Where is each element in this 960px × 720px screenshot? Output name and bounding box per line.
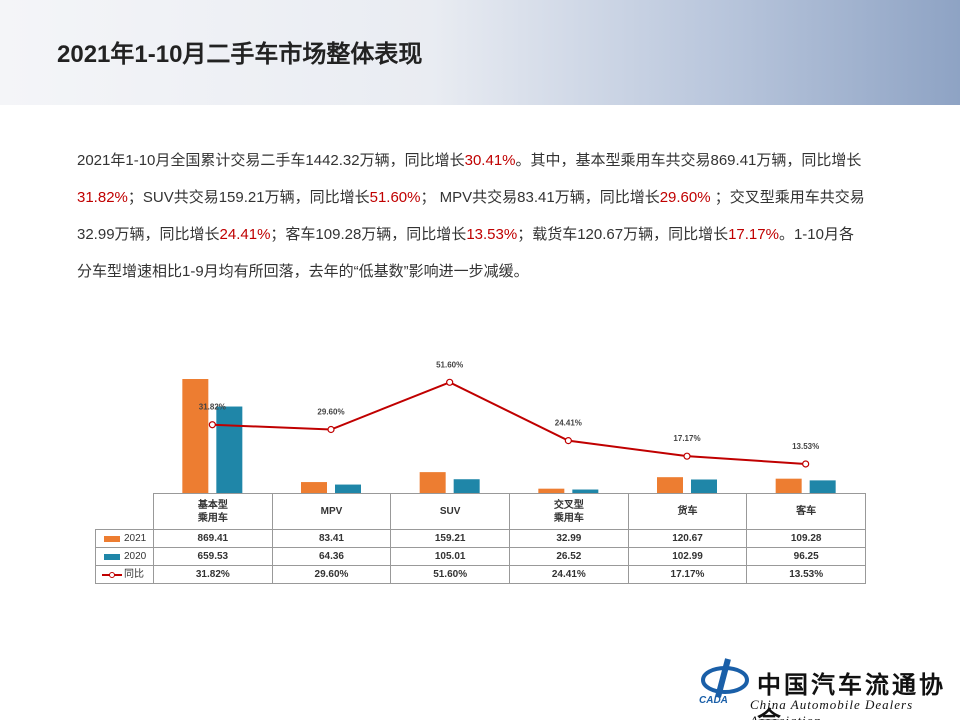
table-cell: 659.53 (153, 547, 273, 566)
bar (572, 489, 599, 493)
table-cell: 64.36 (271, 547, 392, 566)
table-cell: 29.60% (271, 565, 392, 584)
data-label: 29.60% (317, 407, 344, 416)
table-cell: 102.99 (627, 547, 748, 566)
line-marker (327, 425, 335, 434)
highlight-text: 13.53% (466, 226, 518, 243)
line-marker (208, 421, 216, 429)
legend-label: 同比 (124, 569, 144, 580)
bar (419, 472, 446, 493)
highlight-text: 29.60% (659, 189, 711, 206)
table-cell: 17.17% (627, 565, 748, 584)
data-label: 51.60% (436, 360, 463, 369)
bar (182, 379, 209, 493)
data-label: 13.53% (792, 442, 819, 451)
table-cell: 96.25 (746, 547, 866, 566)
text: ；交叉型乘用车共交易32.99万辆，同比增长 (77, 189, 865, 243)
data-label: 17.17% (673, 434, 700, 443)
table-cell: 13.53% (746, 565, 866, 584)
table-cell: 83.41 (271, 529, 392, 548)
bar (809, 480, 836, 493)
legend-cell: 2020 (95, 547, 154, 566)
bar (301, 482, 327, 493)
table-header-cell: 客车 (746, 493, 866, 530)
text: 。其中，基本型乘用车共交易869.41万辆，同比增长 (515, 152, 862, 169)
text: ；客车109.28万辆，同比增长 (270, 226, 467, 243)
highlight-text: 51.60% (369, 189, 421, 206)
text: 。1-10月各分车型增速相比1-9月均有所回落，去年的“低基数”影响进一步减缓。 (77, 226, 854, 280)
data-label: 31.82% (199, 403, 226, 412)
logo-abbr: CADA (699, 695, 728, 706)
bar (775, 478, 802, 493)
line (212, 381, 806, 465)
legend-label: 2020 (124, 551, 147, 562)
legend-swatch (102, 571, 122, 578)
table-header-cell: 基本型 乘用车 (153, 493, 273, 530)
table-cell: 159.21 (390, 529, 510, 548)
table-header-cell: 货车 (627, 493, 748, 530)
bar (691, 479, 717, 493)
highlight-text: 30.41% (464, 152, 516, 169)
line-marker (564, 437, 572, 445)
slide-title: 2021年1-10月二手车市场整体表现 (57, 41, 423, 68)
logo-english: China Automobile Dealers Association (750, 697, 914, 720)
legend-marker (109, 571, 115, 578)
table-header-cell: 交叉型 乘用车 (509, 493, 629, 530)
bar (453, 479, 480, 493)
data-label: 24.41% (555, 419, 582, 428)
table-cell: 869.41 (153, 529, 273, 548)
text: ；载货车120.67万辆，同比增长 (517, 226, 729, 243)
legend-cell: 2021 (95, 529, 154, 548)
header-band (0, 0, 960, 105)
legend-label: 2021 (124, 533, 147, 544)
text: ； MPV共交易83.41万辆，同比增长 (420, 189, 660, 206)
table-cell: 26.52 (509, 547, 629, 566)
bar (216, 406, 243, 493)
line-marker (683, 452, 691, 460)
table-cell: 31.82% (153, 565, 273, 584)
line-marker (446, 378, 454, 386)
line-marker (802, 460, 810, 468)
table-cell: 32.99 (509, 529, 629, 548)
text: 2021年1-10月全国累计交易二手车1442.32万辆，同比增长 (77, 152, 465, 169)
legend-cell: 同比 (95, 565, 154, 584)
bar (335, 484, 361, 493)
highlight-text: 24.41% (219, 226, 271, 243)
bar (538, 488, 565, 493)
table-cell: 109.28 (746, 529, 866, 548)
table-cell: 105.01 (390, 547, 510, 566)
table-cell: 24.41% (509, 565, 629, 584)
bar (657, 477, 683, 493)
table-header-cell: SUV (390, 493, 510, 530)
legend-rect (104, 535, 120, 542)
table-header-cell: MPV (271, 493, 392, 530)
logo-name: 中国汽车流通协会 (757, 670, 946, 720)
highlight-text: 17.17% (728, 226, 779, 243)
legend-swatch (104, 535, 120, 542)
summary-paragraph: 2021年1-10月全国累计交易二手车1442.32万辆，同比增长30.41%。… (77, 142, 867, 290)
table-cell: 120.67 (627, 529, 748, 548)
text: ；SUV共交易159.21万辆，同比增长 (127, 189, 370, 206)
highlight-text: 31.82% (77, 189, 128, 206)
legend-rect (104, 553, 120, 560)
logo-icon (701, 658, 749, 698)
legend-swatch (104, 553, 120, 560)
table-cell: 51.60% (390, 565, 510, 584)
logo: CADA 中国汽车流通协会 China Automobile Dealers A… (695, 655, 955, 720)
